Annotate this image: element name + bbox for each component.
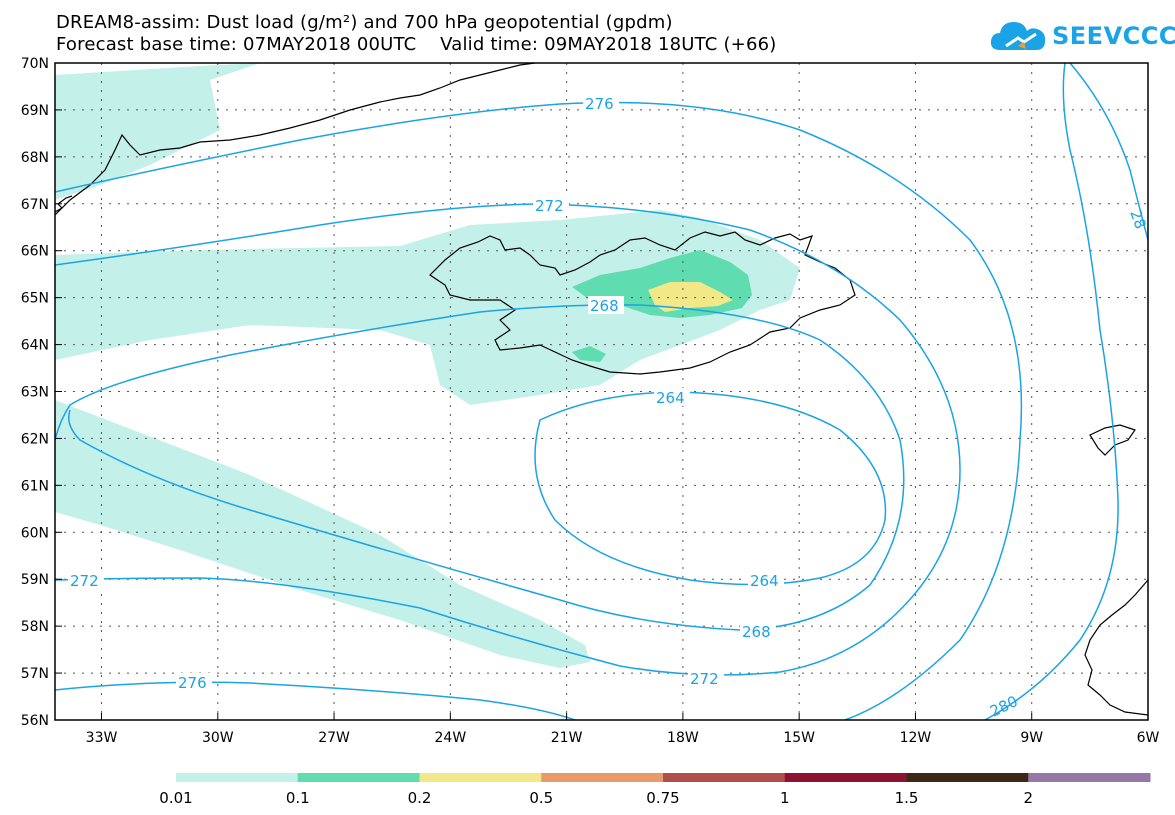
dust-area-0.2	[648, 282, 733, 312]
lat-label: 65N	[21, 291, 49, 307]
contour-label: 268	[590, 297, 619, 315]
contour-label: 268	[742, 623, 771, 641]
lat-label: 64N	[21, 338, 49, 354]
contour-264	[534, 391, 887, 586]
colorbar: 0.01 0.1 0.2 0.5 0.75 1 1.5 2	[159, 773, 1151, 807]
seevccc-logo: SEEVCCC	[988, 16, 1175, 60]
contour-label: 272	[690, 670, 719, 688]
contour-label: 276	[585, 95, 614, 113]
dust-area-0.1	[572, 346, 606, 362]
contour-label: 264	[656, 389, 685, 407]
colorbar-swatch	[297, 773, 420, 782]
dust-area-0.01	[55, 210, 800, 405]
lat-label: 63N	[21, 385, 49, 401]
lat-label: 58N	[21, 619, 49, 635]
lon-label: 15W	[783, 730, 815, 746]
lat-label: 62N	[21, 431, 49, 447]
contour-label: 264	[750, 572, 779, 590]
lon-label: 33W	[86, 730, 118, 746]
contour-label: 272	[535, 197, 564, 215]
colorbar-label: 0.01	[159, 789, 192, 807]
colorbar-label: 0.1	[286, 789, 310, 807]
lat-label: 70N	[21, 56, 49, 72]
colorbar-swatch	[784, 773, 907, 782]
lat-label: 57N	[21, 666, 49, 682]
lon-label: 12W	[900, 730, 932, 746]
colorbar-swatch	[906, 773, 1029, 782]
contour-labels: 276 272 268 264 264 268 272 272 276 280 …	[68, 94, 1150, 721]
gridlines	[55, 63, 1148, 720]
map-subtitle: Forecast base time: 07MAY2018 00UTC Vali…	[56, 34, 777, 55]
colorbar-swatch	[1028, 773, 1151, 782]
contour-268	[55, 304, 905, 631]
geopotential-contours	[55, 63, 1148, 720]
colorbar-label: 0.75	[646, 789, 679, 807]
colorbar-label: 0.5	[529, 789, 553, 807]
lon-label: 27W	[318, 730, 350, 746]
cloud-icon	[990, 22, 1046, 50]
colorbar-label: 2	[1023, 789, 1033, 807]
lat-label: 56N	[21, 713, 49, 729]
dust-area-0.01	[55, 400, 590, 668]
greenland-coast	[55, 63, 536, 216]
longitude-axis: 33W 30W 27W 24W 21W 18W 15W 12W 9W 6W	[86, 713, 1160, 746]
iceland-coast	[429, 231, 856, 375]
lat-label: 61N	[21, 478, 49, 494]
norway-coast	[1084, 579, 1148, 716]
lon-label: 9W	[1020, 730, 1043, 746]
contour-280	[984, 63, 1119, 720]
lon-label: 21W	[551, 730, 583, 746]
contour-label: 276	[178, 674, 207, 692]
colorbar-swatch	[541, 773, 664, 782]
lon-label: 30W	[202, 730, 234, 746]
contour-label: 28	[1126, 207, 1149, 231]
colorbar-label: 1.5	[895, 789, 919, 807]
colorbar-swatch	[663, 773, 786, 782]
lat-label: 69N	[21, 103, 49, 119]
lon-label: 6W	[1137, 730, 1160, 746]
lat-label: 68N	[21, 150, 49, 166]
colorbar-label: 0.2	[408, 789, 432, 807]
logo-text: SEEVCCC	[1052, 22, 1175, 50]
contour-276-north	[55, 101, 1023, 720]
dust-shading	[55, 63, 800, 668]
colorbar-label: 1	[780, 789, 790, 807]
faroe-coast	[1089, 424, 1136, 456]
latitude-axis: 70N 69N 68N 67N 66N 65N 64N 63N 62N 61N 60N 59N 58N 5…	[21, 56, 62, 729]
colorbar-swatch	[419, 773, 542, 782]
dust-area-0.01	[55, 63, 260, 200]
map-title: DREAM8-assim: Dust load (g/m²) and 700 h…	[56, 12, 673, 33]
contour-label: 280	[987, 692, 1021, 720]
lat-label: 67N	[21, 197, 49, 213]
contour-272-west	[55, 203, 961, 676]
coastlines	[55, 63, 1148, 716]
lon-label: 24W	[435, 730, 467, 746]
colorbar-swatch	[176, 773, 299, 782]
lon-label: 18W	[667, 730, 699, 746]
contour-28-edge	[1069, 63, 1148, 241]
contour-label: 272	[70, 572, 99, 590]
lat-label: 66N	[21, 244, 49, 260]
lat-label: 60N	[21, 525, 49, 541]
lat-label: 59N	[21, 572, 49, 588]
contour-276-south	[55, 681, 576, 720]
